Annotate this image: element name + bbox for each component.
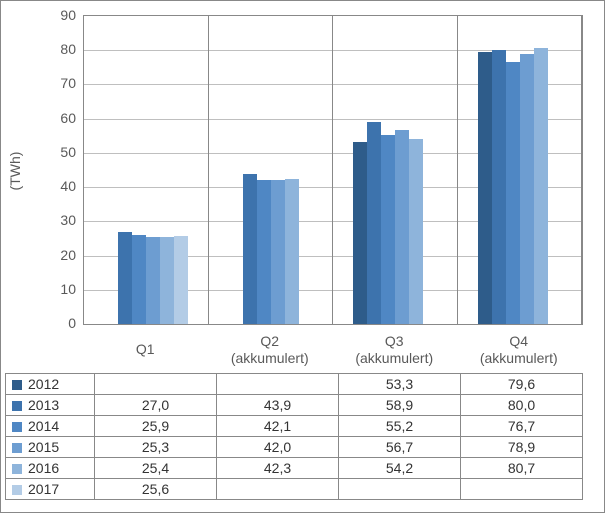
y-tick-label: 10 <box>48 281 76 297</box>
table-cell <box>461 479 583 500</box>
legend-swatch <box>12 485 22 495</box>
table-cell: 42,1 <box>217 416 339 437</box>
series-cell: 2015 <box>6 437 95 458</box>
bar <box>353 142 367 324</box>
series-cell: 2013 <box>6 395 95 416</box>
data-table: 2012 53,379,6 2013 27,043,958,980,0 2014 25,9… <box>5 373 583 500</box>
y-tick-label: 70 <box>48 75 76 91</box>
series-cell: 2016 <box>6 458 95 479</box>
table-row: 2012 53,379,6 <box>6 374 583 395</box>
table-cell: 80,7 <box>461 458 583 479</box>
table-cell: 25,4 <box>95 458 217 479</box>
series-name: 2013 <box>28 397 59 413</box>
legend-swatch <box>12 380 22 390</box>
table-cell: 27,0 <box>95 395 217 416</box>
bar <box>160 237 174 324</box>
table-cell: 25,6 <box>95 479 217 500</box>
category-label: Q4(akkumulert) <box>456 333 581 367</box>
bar <box>285 179 299 324</box>
legend-swatch <box>12 422 22 432</box>
plot-area <box>83 15 583 325</box>
y-tick-label: 60 <box>48 110 76 126</box>
table-cell: 53,3 <box>339 374 461 395</box>
bar <box>118 232 132 324</box>
table-cell: 55,2 <box>339 416 461 437</box>
bar <box>534 48 548 324</box>
legend-swatch <box>12 443 22 453</box>
bar <box>243 174 257 324</box>
bar <box>367 122 381 324</box>
bar <box>520 54 534 324</box>
y-tick-label: 50 <box>48 144 76 160</box>
series-name: 2016 <box>28 460 59 476</box>
table-cell: 54,2 <box>339 458 461 479</box>
table-cell: 79,6 <box>461 374 583 395</box>
bar <box>492 50 506 324</box>
y-axis-title: (TWh) <box>7 152 23 191</box>
table-cell: 42,0 <box>217 437 339 458</box>
table-cell <box>95 374 217 395</box>
category-label: Q2(akkumulert) <box>207 333 332 367</box>
y-tick-label: 90 <box>48 7 76 23</box>
y-tick-label: 40 <box>48 178 76 194</box>
category-label: Q3(akkumulert) <box>332 333 457 367</box>
table-cell: 25,3 <box>95 437 217 458</box>
bar <box>478 52 492 324</box>
legend-swatch <box>12 464 22 474</box>
series-name: 2012 <box>28 376 59 392</box>
series-name: 2014 <box>28 418 59 434</box>
table-cell: 58,9 <box>339 395 461 416</box>
bar <box>146 237 160 324</box>
table-cell: 80,0 <box>461 395 583 416</box>
table-cell <box>217 374 339 395</box>
y-tick-label: 30 <box>48 212 76 228</box>
bar <box>271 180 285 324</box>
bar <box>395 130 409 324</box>
bar <box>506 62 520 324</box>
y-tick-label: 0 <box>48 315 76 331</box>
table-cell <box>217 479 339 500</box>
bar <box>174 236 188 324</box>
legend-swatch <box>12 401 22 411</box>
table-cell <box>339 479 461 500</box>
table-cell: 78,9 <box>461 437 583 458</box>
bar <box>381 135 395 324</box>
table-row: 2013 27,043,958,980,0 <box>6 395 583 416</box>
table-cell: 42,3 <box>217 458 339 479</box>
category-label: Q1 <box>83 341 208 358</box>
bar <box>257 180 271 324</box>
chart-container: (TWh) 0 10 20 30 40 50 60 70 80 90 Q1Q2(akkumuler… <box>0 0 605 513</box>
y-tick-label: 80 <box>48 41 76 57</box>
table-row: 2014 25,942,155,276,7 <box>6 416 583 437</box>
table-row: 2016 25,442,354,280,7 <box>6 458 583 479</box>
table-cell: 56,7 <box>339 437 461 458</box>
y-tick-label: 20 <box>48 247 76 263</box>
series-cell: 2014 <box>6 416 95 437</box>
series-name: 2017 <box>28 481 59 497</box>
table-row: 2017 25,6 <box>6 479 583 500</box>
series-cell: 2012 <box>6 374 95 395</box>
bar <box>409 139 423 324</box>
table-row: 2015 25,342,056,778,9 <box>6 437 583 458</box>
table-cell: 25,9 <box>95 416 217 437</box>
table-cell: 43,9 <box>217 395 339 416</box>
table-cell: 76,7 <box>461 416 583 437</box>
bar <box>132 235 146 324</box>
series-cell: 2017 <box>6 479 95 500</box>
series-name: 2015 <box>28 439 59 455</box>
